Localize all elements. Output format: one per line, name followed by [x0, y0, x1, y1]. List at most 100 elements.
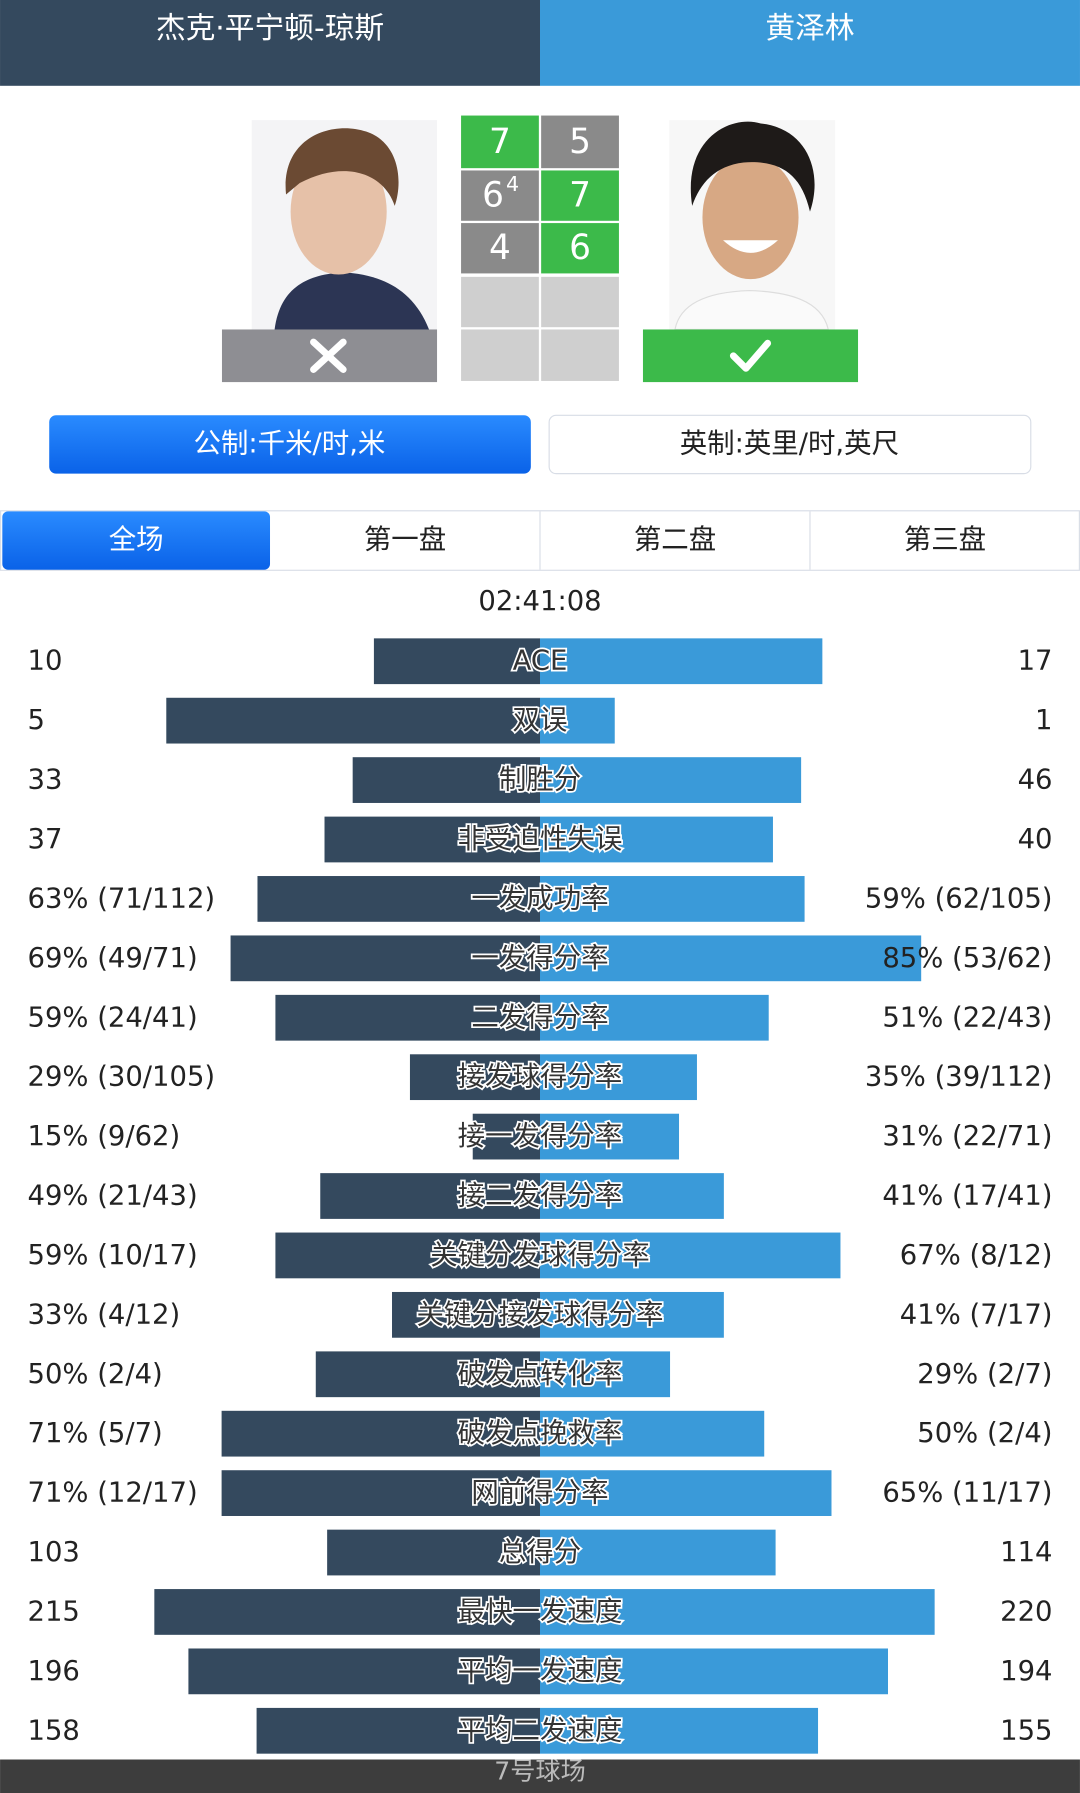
stat-label: 关键分发球得分率 — [430, 1240, 650, 1271]
left-value: 196 — [27, 1656, 79, 1687]
left-bar — [327, 1529, 540, 1576]
right-bar — [540, 1351, 671, 1398]
set-score: 7 — [569, 176, 591, 216]
tab[interactable]: 全场 — [109, 524, 164, 555]
left-value: 10 — [27, 646, 62, 677]
loser-icon — [310, 338, 347, 373]
left-bar — [188, 1648, 541, 1695]
left-bar — [320, 1173, 540, 1219]
stat-label: 最快一发速度 — [458, 1596, 623, 1627]
tab[interactable]: 第二盘 — [634, 524, 716, 555]
bottom-bar — [0, 1759, 1080, 1793]
stat-label: 接一发得分率 — [458, 1121, 623, 1152]
left-value: 5 — [27, 705, 44, 736]
stat-label: 关键分接发球得分率 — [417, 1299, 664, 1330]
left-value: 71% (12/17) — [27, 1478, 197, 1509]
left-value: 50% (2/4) — [27, 1359, 162, 1390]
right-value: 46 — [1018, 765, 1053, 796]
tab-active[interactable] — [2, 511, 271, 570]
imperial-button[interactable] — [548, 414, 1032, 475]
left-bar — [230, 935, 540, 982]
left-bar — [275, 994, 540, 1041]
metric-label[interactable]: 公制:千米/时,米 — [194, 428, 386, 459]
score-cell — [541, 170, 619, 221]
right-bar — [540, 1529, 776, 1576]
set-score: 4 — [489, 228, 511, 268]
left-bar — [324, 816, 540, 863]
bottom-strip: 7号球场 — [0, 1756, 1080, 1793]
score-cell-empty — [541, 329, 619, 381]
tab[interactable]: 第三盘 — [904, 524, 986, 555]
header-left — [0, 0, 541, 86]
set-score: 5 — [569, 122, 591, 162]
score-cell-empty — [461, 276, 539, 328]
right-bar — [540, 1291, 724, 1338]
right-value: 29% (2/7) — [917, 1359, 1052, 1390]
stat-label: 平均一发速度 — [458, 1656, 623, 1687]
left-value: 158 — [27, 1715, 79, 1746]
left-value: 59% (24/41) — [27, 1002, 197, 1033]
winner-icon — [729, 339, 772, 372]
right-bar — [540, 1113, 680, 1160]
stat-label: 接发球得分率 — [458, 1062, 623, 1093]
left-bar — [409, 1054, 540, 1101]
score-cell — [461, 170, 539, 221]
left-bar — [392, 1291, 540, 1338]
stat-label: 一发成功率 — [471, 883, 608, 914]
right-bar — [540, 1648, 888, 1695]
right-value: 65% (11/17) — [882, 1478, 1052, 1509]
left-value: 103 — [27, 1537, 79, 1568]
left-bar — [256, 1707, 540, 1754]
right-value: 41% (17/41) — [882, 1181, 1052, 1212]
right-photo — [669, 120, 836, 331]
set-score: 7 — [489, 122, 511, 162]
right-bar — [540, 638, 823, 685]
right-value: 59% (62/105) — [865, 883, 1053, 914]
right-value: 1 — [1035, 705, 1052, 736]
left-photo — [251, 120, 438, 330]
left-value: 33 — [27, 765, 62, 796]
score-cell — [461, 115, 539, 169]
stat-label: 制胜分 — [499, 765, 581, 796]
score-cell — [461, 223, 539, 274]
header-right — [540, 0, 1080, 86]
metric-button[interactable] — [49, 415, 531, 474]
stat-rows: 10 17 ACE 5 1 双误 33 46 制胜分 37 40 非受迫性失误 63% (71/112)… — [27, 638, 1053, 1754]
stat-label: 总得分 — [499, 1537, 581, 1568]
score-cell-empty — [541, 276, 619, 328]
stat-label: 双误 — [513, 705, 568, 736]
left-value: 71% (5/7) — [27, 1418, 162, 1449]
duration: 02:41:08 — [478, 586, 601, 617]
right-player: 黄泽林 — [765, 11, 854, 46]
left-bar — [221, 1410, 541, 1457]
stat-label: 一发得分率 — [471, 943, 608, 974]
stat-label: 破发点转化率 — [458, 1359, 623, 1390]
left-value: 15% (9/62) — [27, 1121, 180, 1152]
right-value: 31% (22/71) — [882, 1121, 1052, 1152]
right-value: 194 — [1000, 1656, 1052, 1687]
right-value: 40 — [1018, 824, 1053, 855]
left-bar — [275, 1232, 540, 1279]
score-cell — [541, 223, 619, 274]
right-value: 35% (39/112) — [865, 1062, 1053, 1093]
imperial-label[interactable]: 英制:英里/时,英尺 — [680, 428, 899, 459]
left-bar — [373, 638, 540, 685]
left-bar — [257, 876, 540, 922]
left-value: 63% (71/112) — [27, 883, 215, 914]
tiebreak-score: 4 — [506, 172, 519, 196]
right-bar — [540, 1470, 832, 1516]
stat-label: 平均二发速度 — [458, 1715, 623, 1746]
left-bar — [221, 1470, 541, 1516]
right-value: 51% (22/43) — [882, 1002, 1052, 1033]
right-bar — [540, 876, 805, 922]
tab[interactable]: 第一盘 — [364, 524, 446, 555]
left-bar — [315, 1351, 540, 1398]
set-score: 6 — [569, 228, 591, 268]
venue: 7号球场 — [494, 1756, 585, 1785]
stat-label: 非受迫性失误 — [458, 824, 623, 855]
left-bar — [472, 1113, 540, 1160]
left-bar — [352, 757, 540, 803]
right-value: 85% (53/62) — [882, 943, 1052, 974]
right-value: 220 — [1000, 1596, 1052, 1627]
